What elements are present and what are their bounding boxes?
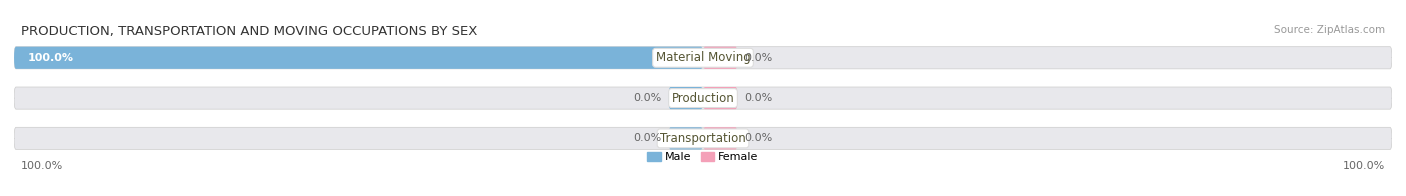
Text: Material Moving: Material Moving <box>655 51 751 64</box>
Text: 0.0%: 0.0% <box>744 93 772 103</box>
Text: Production: Production <box>672 92 734 105</box>
FancyBboxPatch shape <box>14 47 1392 69</box>
Text: 100.0%: 100.0% <box>21 161 63 171</box>
Text: Transportation: Transportation <box>661 132 745 145</box>
Text: PRODUCTION, TRANSPORTATION AND MOVING OCCUPATIONS BY SEX: PRODUCTION, TRANSPORTATION AND MOVING OC… <box>21 25 477 38</box>
Text: 0.0%: 0.0% <box>634 93 662 103</box>
FancyBboxPatch shape <box>14 47 703 69</box>
Legend: Male, Female: Male, Female <box>643 147 763 167</box>
FancyBboxPatch shape <box>14 127 1392 150</box>
Text: 100.0%: 100.0% <box>1343 161 1385 171</box>
FancyBboxPatch shape <box>14 87 1392 109</box>
Text: 0.0%: 0.0% <box>744 133 772 143</box>
FancyBboxPatch shape <box>703 127 738 150</box>
FancyBboxPatch shape <box>669 127 703 150</box>
Text: 0.0%: 0.0% <box>634 133 662 143</box>
Text: 0.0%: 0.0% <box>744 53 772 63</box>
Text: 100.0%: 100.0% <box>28 53 75 63</box>
Text: Source: ZipAtlas.com: Source: ZipAtlas.com <box>1274 25 1385 35</box>
FancyBboxPatch shape <box>703 47 738 69</box>
FancyBboxPatch shape <box>669 87 703 109</box>
FancyBboxPatch shape <box>703 87 738 109</box>
